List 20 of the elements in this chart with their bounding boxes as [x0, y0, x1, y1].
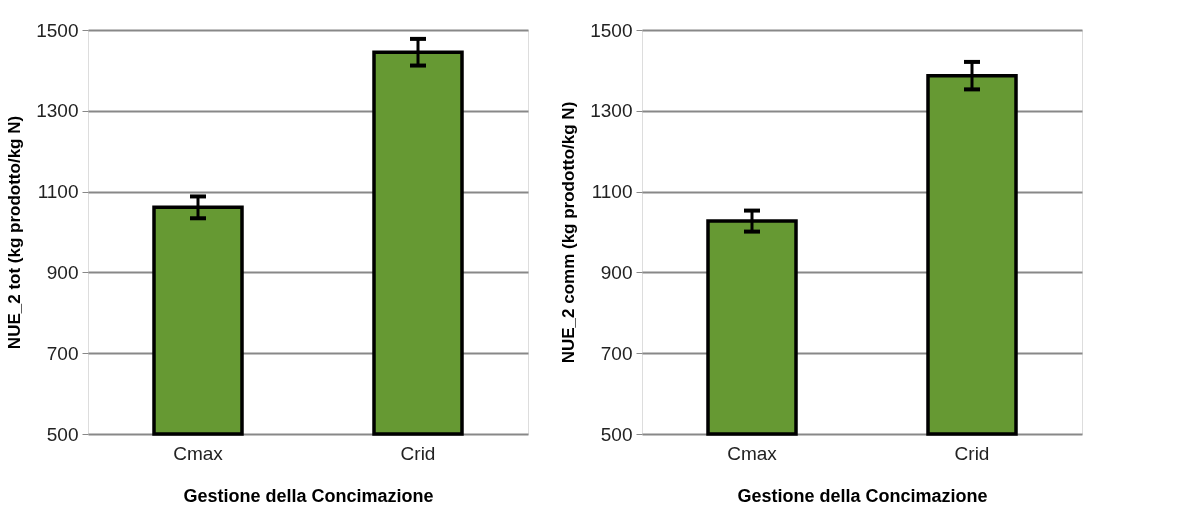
y-axis-title: NUE_2 tot (kg prodotto/kg N)	[5, 115, 25, 350]
x-axis-title: Gestione della Concimazione	[183, 485, 434, 506]
y-tick-label: 1100	[37, 181, 79, 203]
y-tick-label: 1100	[591, 181, 633, 203]
x-tick-label: Crid	[954, 442, 990, 464]
x-tick-label: Cmax	[173, 442, 224, 464]
y-tick-label: 900	[600, 261, 633, 283]
y-tick-label: 900	[46, 261, 79, 283]
y-tick-label: 1300	[590, 100, 633, 122]
x-tick-label: Cmax	[727, 442, 778, 464]
y-axis-title: NUE_2 comm (kg prodotto/kg N)	[559, 101, 579, 364]
x-tick-label: Crid	[400, 442, 436, 464]
y-tick-label: 700	[600, 342, 633, 364]
y-tick-label: 500	[600, 423, 633, 445]
y-tick-label: 700	[46, 342, 79, 364]
x-axis-title: Gestione della Concimazione	[737, 485, 988, 506]
y-tick-label: 1500	[36, 19, 79, 41]
y-tick-label: 1300	[36, 100, 79, 122]
y-tick-label: 1500	[590, 19, 633, 41]
y-tick-label: 500	[46, 423, 79, 445]
